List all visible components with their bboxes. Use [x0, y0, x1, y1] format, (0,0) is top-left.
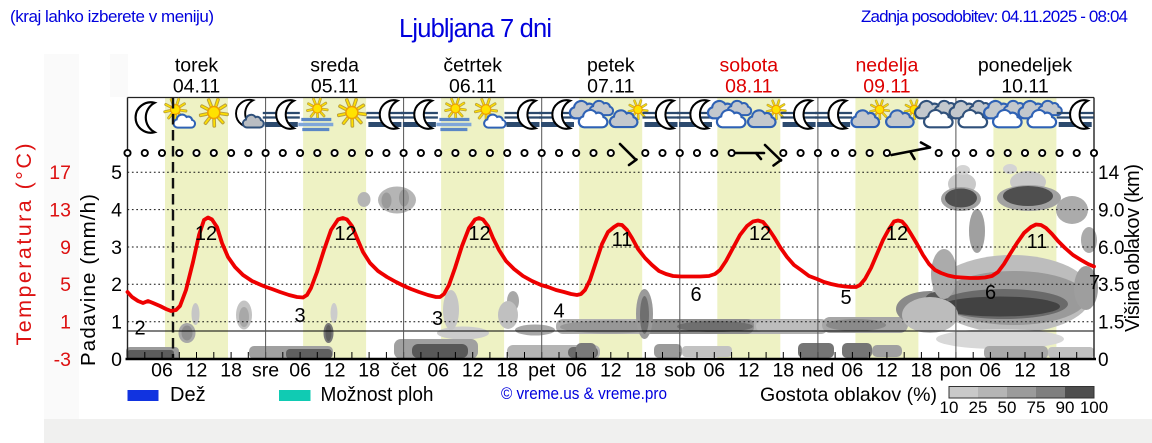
svg-text:4: 4	[111, 199, 122, 221]
svg-text:5: 5	[840, 287, 851, 309]
svg-text:sob: sob	[664, 360, 696, 382]
svg-text:12: 12	[749, 223, 771, 245]
svg-text:6: 6	[985, 282, 996, 304]
svg-text:(kraj lahko izberete v meniju): (kraj lahko izberete v meniju)	[10, 7, 214, 26]
svg-text:12: 12	[738, 360, 760, 382]
svg-text:0: 0	[111, 349, 122, 371]
svg-text:Ljubljana 7 dni: Ljubljana 7 dni	[399, 15, 552, 43]
svg-text:18: 18	[1049, 360, 1071, 382]
svg-text:12: 12	[462, 360, 484, 382]
svg-text:09.11: 09.11	[863, 76, 910, 98]
svg-text:6: 6	[690, 284, 701, 306]
svg-text:11: 11	[612, 229, 633, 251]
svg-text:75: 75	[1027, 398, 1046, 417]
svg-text:18: 18	[220, 360, 242, 382]
svg-text:Dež: Dež	[170, 384, 206, 406]
svg-text:sre: sre	[252, 360, 279, 382]
svg-text:12: 12	[886, 223, 908, 245]
svg-text:06: 06	[565, 360, 587, 382]
svg-text:18: 18	[772, 360, 794, 382]
svg-text:pet: pet	[528, 360, 556, 382]
svg-text:18: 18	[358, 360, 380, 382]
svg-text:3.5: 3.5	[1098, 275, 1124, 296]
svg-text:3: 3	[432, 308, 443, 330]
svg-text:06: 06	[980, 360, 1002, 382]
svg-text:04.11: 04.11	[173, 76, 220, 98]
svg-text:ned: ned	[802, 360, 835, 382]
svg-text:25: 25	[969, 398, 988, 417]
svg-text:10.11: 10.11	[1001, 76, 1048, 98]
svg-text:06: 06	[151, 360, 173, 382]
svg-text:100: 100	[1080, 398, 1108, 417]
svg-text:06.11: 06.11	[449, 76, 496, 98]
svg-text:17: 17	[49, 162, 71, 184]
svg-text:12: 12	[876, 360, 898, 382]
svg-text:06: 06	[703, 360, 725, 382]
svg-text:12: 12	[1014, 360, 1036, 382]
svg-text:Možnost ploh: Možnost ploh	[321, 384, 434, 406]
svg-text:2: 2	[134, 318, 145, 340]
svg-text:6.0: 6.0	[1098, 238, 1124, 259]
svg-text:12: 12	[468, 223, 490, 245]
svg-text:7: 7	[1089, 272, 1100, 294]
svg-text:10: 10	[940, 398, 959, 417]
svg-text:13: 13	[49, 199, 71, 221]
svg-text:50: 50	[998, 398, 1017, 417]
svg-text:05.11: 05.11	[311, 76, 358, 98]
svg-text:nedelja: nedelja	[855, 55, 918, 77]
svg-text:sobota: sobota	[720, 55, 779, 77]
svg-text:12: 12	[186, 360, 208, 382]
svg-text:ponedeljek: ponedeljek	[978, 55, 1073, 77]
svg-text:5: 5	[111, 162, 122, 184]
svg-text:0: 0	[1098, 350, 1109, 371]
svg-text:18: 18	[634, 360, 656, 382]
svg-text:3: 3	[111, 237, 122, 259]
svg-text:4: 4	[553, 301, 564, 323]
svg-text:-3: -3	[54, 349, 71, 371]
svg-text:14: 14	[1098, 163, 1120, 184]
svg-text:Padavine (mm/h): Padavine (mm/h)	[77, 194, 100, 366]
svg-text:Zadnja posodobitev: 04.11.2025: Zadnja posodobitev: 04.11.2025 - 08:04	[861, 7, 1128, 26]
svg-text:3: 3	[294, 305, 305, 327]
svg-text:06: 06	[289, 360, 311, 382]
svg-text:© vreme.us & vreme.pro: © vreme.us & vreme.pro	[501, 385, 667, 403]
svg-text:pon: pon	[940, 360, 973, 382]
svg-text:9: 9	[60, 237, 71, 259]
svg-text:2: 2	[111, 274, 122, 296]
svg-text:07.11: 07.11	[587, 76, 634, 98]
svg-text:5: 5	[60, 274, 71, 296]
svg-text:čet: čet	[391, 360, 418, 382]
svg-text:Gostota oblakov (%): Gostota oblakov (%)	[760, 384, 937, 406]
svg-text:11: 11	[1027, 231, 1048, 253]
svg-text:9.0: 9.0	[1098, 200, 1124, 221]
svg-text:1.5: 1.5	[1098, 313, 1124, 334]
svg-text:06: 06	[842, 360, 864, 382]
svg-text:06: 06	[427, 360, 449, 382]
svg-text:18: 18	[911, 360, 933, 382]
svg-text:torek: torek	[175, 55, 219, 77]
svg-text:18: 18	[496, 360, 518, 382]
svg-text:Višina oblakov (km): Višina oblakov (km)	[1122, 164, 1144, 332]
svg-text:90: 90	[1056, 398, 1075, 417]
svg-text:12: 12	[324, 360, 346, 382]
svg-text:08.11: 08.11	[725, 76, 772, 98]
svg-text:sreda: sreda	[310, 55, 359, 77]
svg-text:1: 1	[60, 312, 71, 334]
svg-text:Temperatura (°C): Temperatura (°C)	[12, 144, 36, 346]
svg-text:četrtek: četrtek	[443, 55, 502, 77]
svg-text:1: 1	[111, 312, 122, 334]
svg-text:12: 12	[195, 223, 217, 245]
svg-text:12: 12	[334, 223, 356, 245]
svg-text:12: 12	[600, 360, 622, 382]
svg-text:petek: petek	[587, 55, 635, 77]
